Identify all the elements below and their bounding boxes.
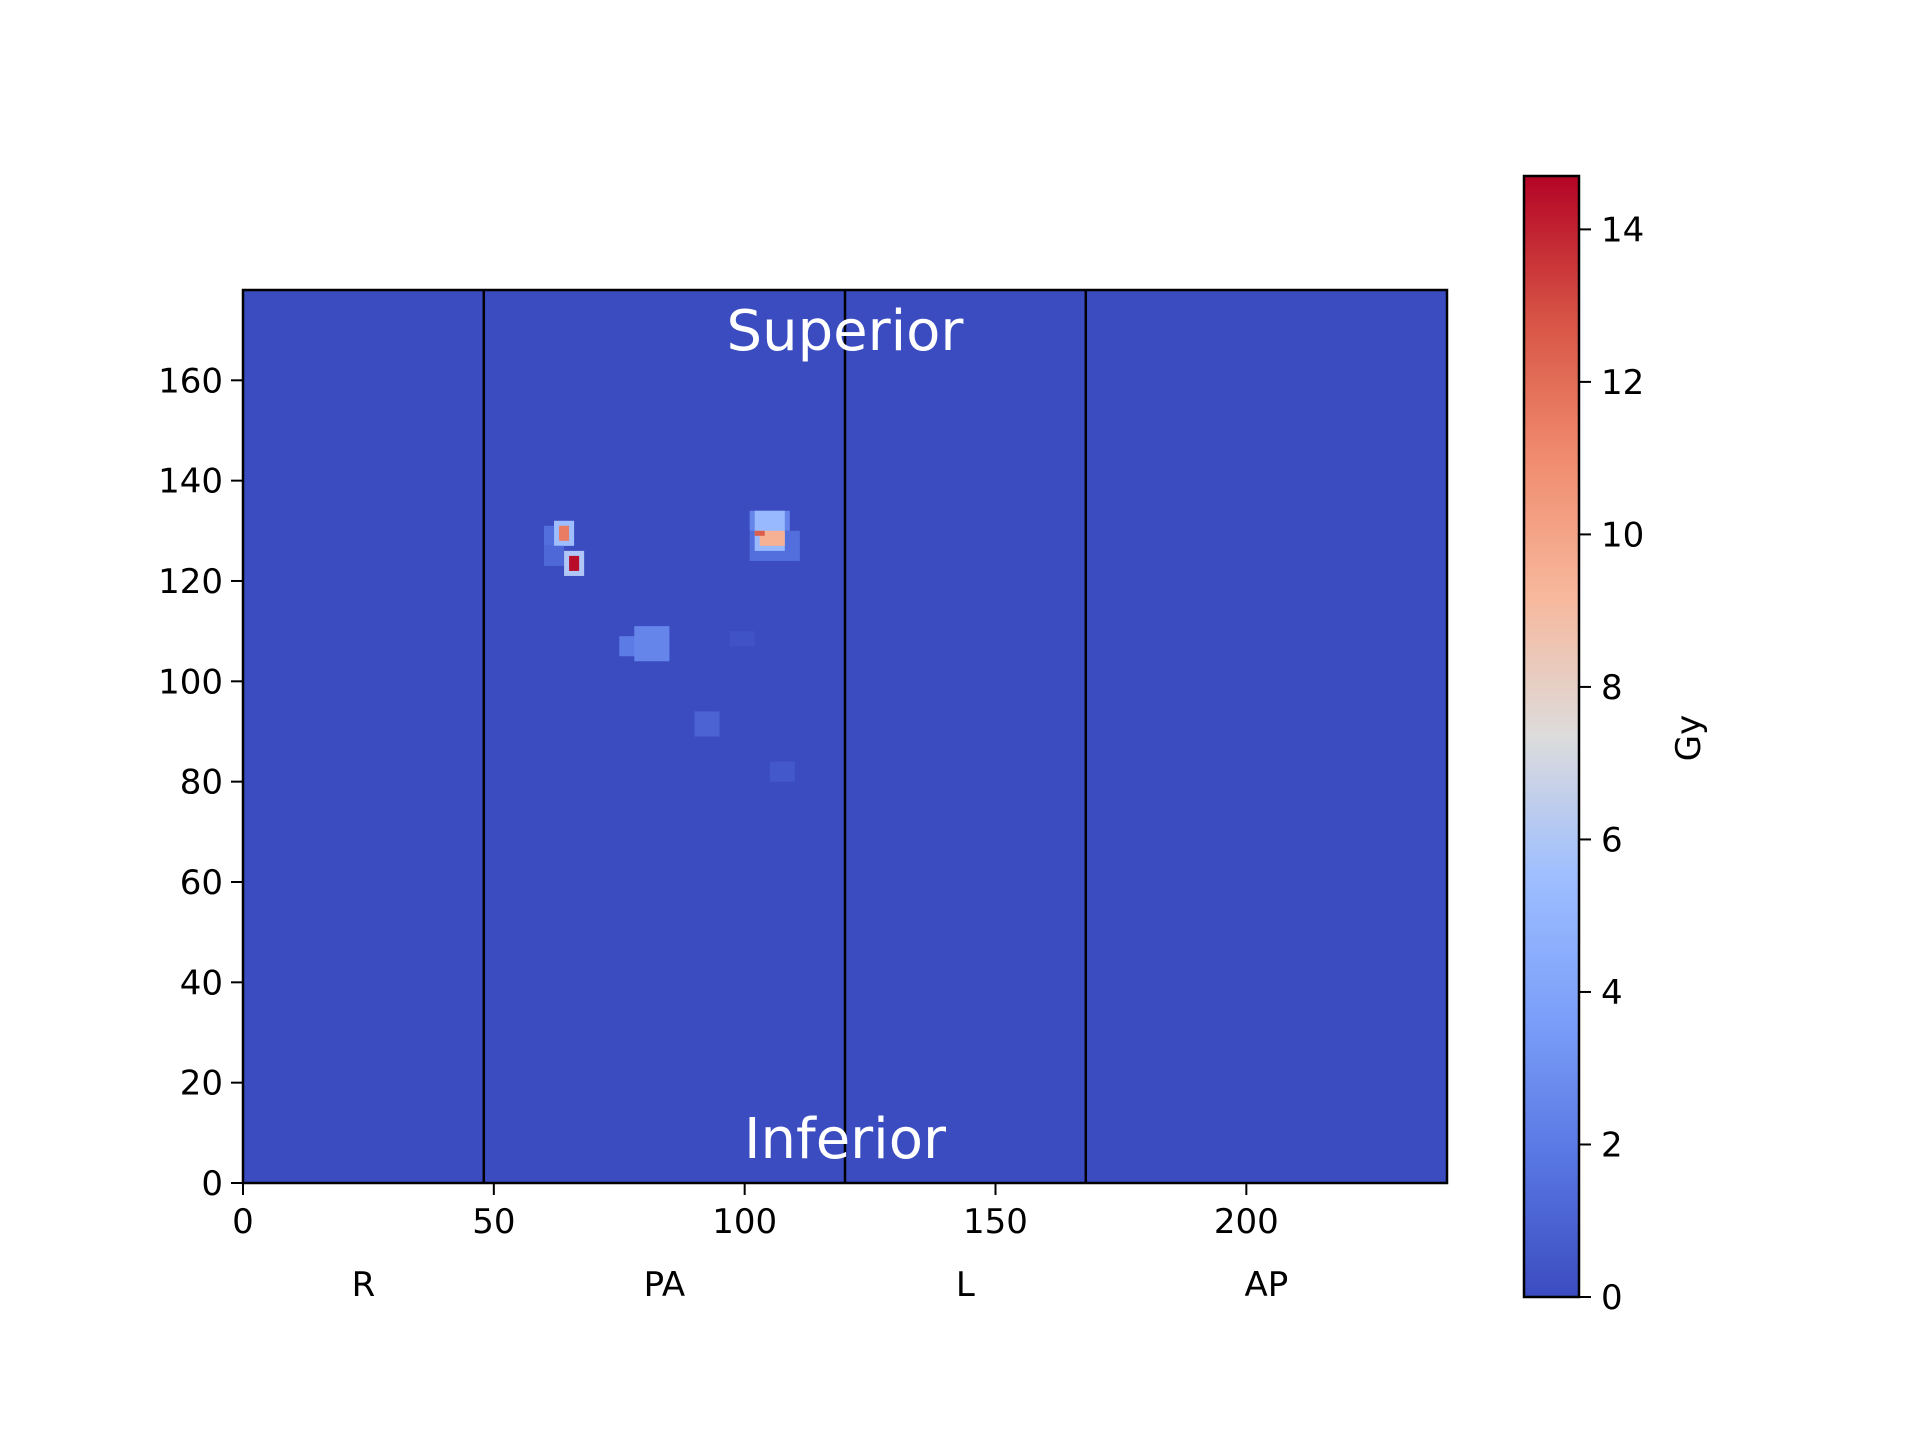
x-tick-label: 150	[963, 1202, 1028, 1242]
dose-hotspot	[559, 525, 570, 541]
y-tick-label: 20	[180, 1064, 223, 1104]
dose-hotspot	[769, 761, 795, 782]
y-tick-label: 140	[158, 462, 223, 502]
colorbar	[1522, 174, 1581, 1299]
dose-hotspot	[729, 631, 755, 647]
dose-hotspot	[754, 530, 765, 536]
plot-frame	[241, 288, 1449, 1185]
dose-hotspot	[544, 525, 555, 546]
x-tick-label: 200	[1214, 1202, 1279, 1242]
colorbar-tick-label: 14	[1601, 210, 1644, 250]
colorbar-tick-label: 2	[1601, 1125, 1623, 1165]
view-label: L	[956, 1265, 975, 1305]
view-label: AP	[1245, 1265, 1289, 1305]
colorbar-tick-label: 6	[1601, 820, 1623, 860]
y-axis: 0 20 40 60 80 100 120 140 160	[158, 361, 243, 1204]
dose-hotspot	[694, 711, 720, 737]
annotations: Superior Inferior	[727, 299, 965, 1172]
annotation-inferior: Inferior	[744, 1107, 947, 1172]
colorbar-label: Gy	[1669, 715, 1709, 761]
colorbar-tick-label: 10	[1601, 515, 1644, 555]
y-tick-label: 120	[158, 562, 223, 602]
colorbar-tick-label: 4	[1601, 973, 1623, 1013]
x-axis: 0 50 100 150 200	[232, 1183, 1279, 1242]
y-tick-label: 80	[180, 763, 223, 803]
view-label: R	[352, 1265, 376, 1305]
colorbar-ticks: 0 2 4 6 8 10 12 14	[1579, 210, 1644, 1318]
view-label: PA	[644, 1265, 686, 1305]
dose-hotspots	[544, 510, 800, 782]
y-tick-label: 160	[158, 361, 223, 401]
colorbar-tick-label: 8	[1601, 668, 1623, 708]
y-tick-label: 100	[158, 662, 223, 702]
y-tick-label: 40	[180, 963, 223, 1003]
dose-hotspot	[544, 545, 565, 566]
dose-hotspot	[569, 555, 580, 571]
y-tick-label: 0	[201, 1164, 223, 1204]
x-tick-label: 50	[472, 1202, 515, 1242]
x-tick-label: 0	[232, 1202, 254, 1242]
colorbar-tick-label: 0	[1601, 1278, 1623, 1318]
dose-hotspot	[759, 530, 785, 546]
y-tick-label: 60	[180, 863, 223, 903]
view-dividers	[482, 290, 1088, 1183]
view-labels: R PA L AP	[352, 1265, 1289, 1305]
annotation-superior: Superior	[727, 299, 965, 364]
x-tick-label: 100	[712, 1202, 777, 1242]
dose-hotspot	[634, 626, 670, 662]
colorbar-tick-label: 12	[1601, 363, 1644, 403]
